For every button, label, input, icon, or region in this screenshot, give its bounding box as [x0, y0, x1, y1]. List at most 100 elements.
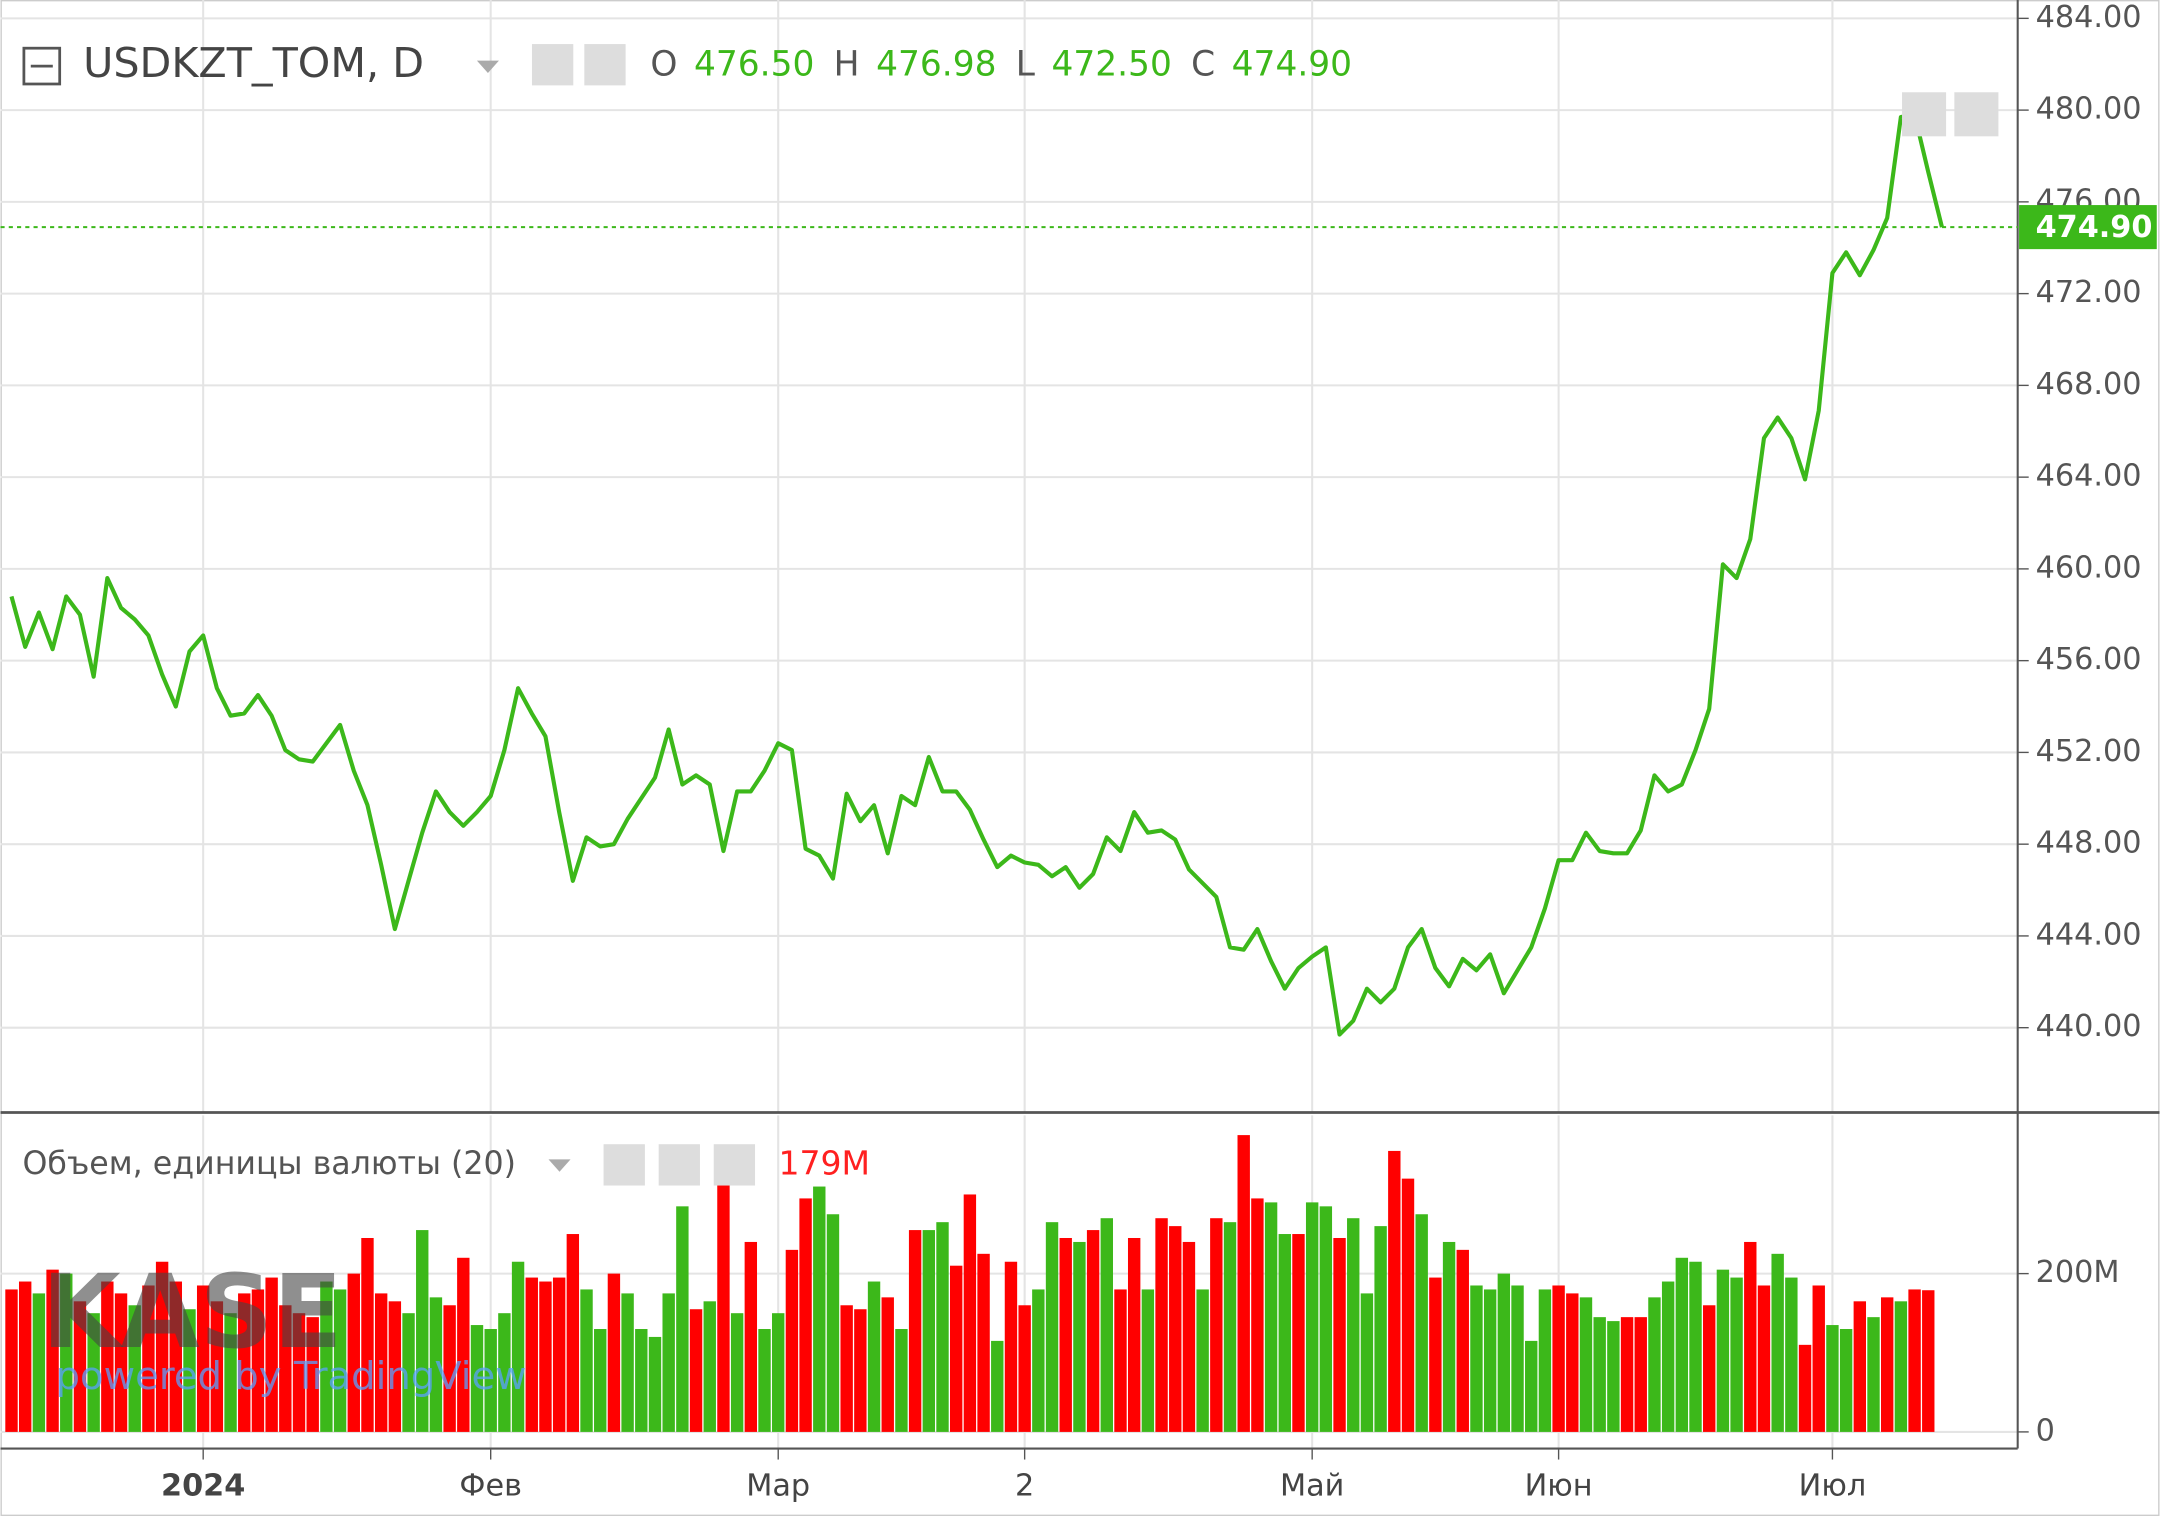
volume-bar — [1429, 1277, 1442, 1432]
volume-bar — [785, 1249, 799, 1432]
volume-bar — [676, 1206, 689, 1432]
volume-bar — [429, 1297, 443, 1432]
volume-bar — [1086, 1230, 1100, 1432]
volume-bar — [881, 1297, 894, 1432]
x-tick-label: Фев — [459, 1469, 522, 1504]
volume-bar — [552, 1277, 566, 1432]
volume-bar — [635, 1329, 648, 1432]
volume-bar — [1032, 1289, 1045, 1432]
volume-bar — [1648, 1297, 1661, 1432]
volume-bar — [621, 1293, 634, 1432]
volume-bar — [306, 1317, 319, 1432]
volume-bar — [73, 1301, 87, 1432]
volume-bar — [1169, 1226, 1182, 1432]
marks — [5, 112, 1944, 1432]
volume-bar — [1839, 1329, 1853, 1432]
volume-bar — [224, 1313, 237, 1432]
volume-bar — [840, 1305, 853, 1432]
volume-bar — [1579, 1297, 1593, 1432]
volume-bar — [1607, 1321, 1620, 1432]
volume-bar — [1182, 1241, 1196, 1432]
volume-bar — [772, 1313, 785, 1432]
price-line — [9, 112, 1944, 1037]
volume-bar — [498, 1313, 511, 1432]
volume-bar — [402, 1313, 415, 1432]
volume-bar — [867, 1281, 881, 1432]
symbol-menu[interactable] — [476, 60, 499, 73]
volume-bar — [87, 1313, 100, 1432]
volume-bar — [662, 1293, 675, 1432]
volume-menu[interactable] — [548, 1159, 571, 1172]
volume-bar — [60, 1273, 73, 1432]
volume-bar — [1483, 1289, 1497, 1432]
x-tick-label: 2024 — [161, 1469, 245, 1504]
volume-visibility-button[interactable] — [603, 1144, 645, 1186]
volume-bar — [1880, 1297, 1894, 1432]
volume-bar — [1867, 1317, 1880, 1432]
ohlc-label: O — [650, 45, 677, 85]
volume-bar — [183, 1309, 196, 1432]
volume-bar — [717, 1170, 730, 1432]
scroll-button[interactable] — [1902, 92, 1947, 137]
volume-bar — [155, 1261, 169, 1432]
volume-bar — [730, 1313, 744, 1432]
volume-bar — [320, 1281, 333, 1432]
volume-bar — [1155, 1218, 1168, 1432]
volume-bar — [1525, 1340, 1538, 1432]
volume-bar — [1415, 1214, 1428, 1432]
y-tick-label: 452.00 — [2036, 734, 2142, 769]
volume-bar — [1675, 1257, 1689, 1432]
volume-bar — [1210, 1218, 1223, 1432]
volume-bar — [1127, 1237, 1141, 1432]
volume-bar — [703, 1301, 716, 1432]
x-tick-label: Май — [1280, 1469, 1344, 1504]
collapse-button[interactable] — [22, 46, 62, 86]
volume-bar — [361, 1237, 374, 1432]
volume-bar — [1497, 1273, 1511, 1432]
volume-bar — [1264, 1202, 1278, 1432]
volume-bar — [1319, 1206, 1333, 1432]
volume-bar — [18, 1281, 32, 1432]
settings-button[interactable] — [584, 44, 626, 86]
visibility-button[interactable] — [531, 44, 574, 86]
volume-bar — [1894, 1301, 1908, 1432]
volume-bar — [32, 1293, 46, 1432]
volume-bar — [813, 1186, 826, 1432]
volume-bar — [1045, 1222, 1059, 1432]
volume-settings-button[interactable] — [658, 1144, 700, 1186]
volume-bar — [1470, 1285, 1483, 1432]
volume-bar — [251, 1289, 265, 1432]
volume-bar — [1456, 1249, 1469, 1432]
y-tick-label: 456.00 — [2036, 642, 2142, 677]
volume-bar — [1442, 1241, 1456, 1432]
last-price-badge — [2019, 205, 2157, 250]
volume-bar — [374, 1293, 388, 1432]
ohlc-label: L — [1016, 45, 1035, 85]
volume-bar — [1223, 1222, 1237, 1432]
volume-bar — [566, 1234, 580, 1432]
y-tick-label: 0 — [2036, 1413, 2055, 1448]
ohlc-value: 476.50 — [694, 45, 814, 85]
y-tick-label: 448.00 — [2036, 826, 2142, 861]
volume-bar — [1333, 1237, 1346, 1432]
volume-bar — [1785, 1277, 1798, 1432]
volume-bar — [114, 1293, 128, 1432]
scale-button[interactable] — [1954, 92, 1999, 137]
volume-bar — [457, 1257, 470, 1432]
volume-bar — [347, 1273, 360, 1432]
volume-close-button[interactable] — [713, 1144, 756, 1186]
volume-bar — [1661, 1281, 1675, 1432]
volume-bar — [908, 1230, 922, 1432]
volume-bar — [1798, 1344, 1812, 1432]
volume-bar — [1018, 1305, 1031, 1432]
volume-bar — [689, 1309, 703, 1432]
volume-bar — [5, 1289, 18, 1432]
volume-bar — [1511, 1285, 1524, 1432]
volume-bar — [210, 1301, 224, 1432]
volume-bar — [1538, 1289, 1552, 1432]
volume-bar — [991, 1340, 1004, 1432]
volume-bar — [949, 1265, 963, 1432]
watermark-sub: powered by TradingView — [56, 1354, 527, 1399]
volume-bar — [1100, 1218, 1113, 1432]
